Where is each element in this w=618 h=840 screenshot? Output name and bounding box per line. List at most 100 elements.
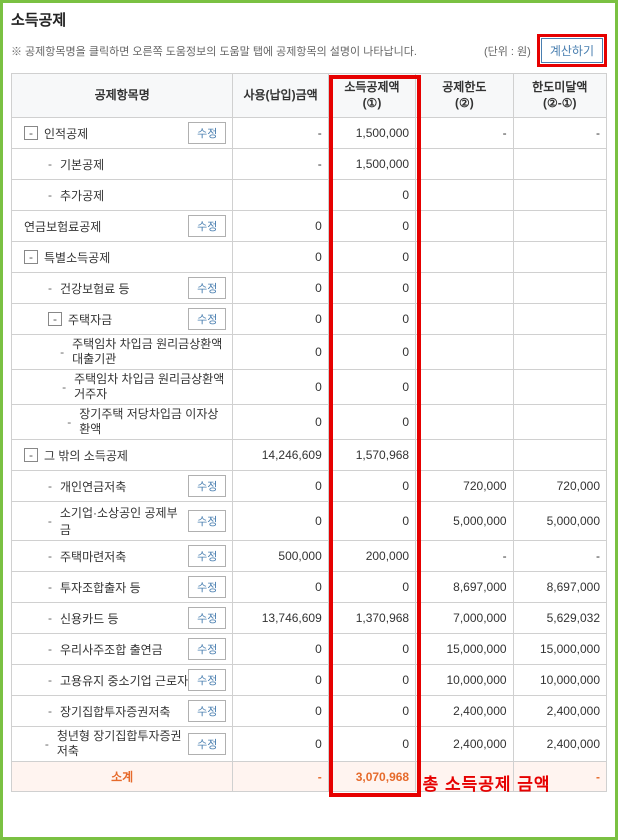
row-label[interactable]: 주택자금: [68, 311, 112, 328]
subtotal-row: 소계-3,070,968-: [12, 762, 607, 792]
edit-button[interactable]: 수정: [188, 510, 226, 532]
cell-limit: [416, 242, 513, 273]
row-label[interactable]: 주택임차 차입금 원리금상환액 대출기관: [72, 337, 226, 367]
table-row: - 장기주택 저당차입금 이자상환액00: [12, 405, 607, 440]
bullet: -: [48, 549, 52, 563]
cell-usage: -: [233, 149, 328, 180]
cell-usage: 0: [233, 304, 328, 335]
row-label[interactable]: 개인연금저축: [60, 478, 126, 495]
cell-short: 10,000,000: [513, 665, 606, 696]
edit-button[interactable]: 수정: [188, 733, 226, 755]
row-label[interactable]: 소기업·소상공인 공제부금: [60, 504, 188, 538]
cell-usage: 0: [233, 727, 328, 762]
deduction-table: 공제항목명 사용(납입)금액 소득공제액 (①) 공제한도 (②) 한도미달액 …: [11, 73, 607, 792]
bullet: -: [48, 157, 52, 171]
row-label[interactable]: 인적공제: [44, 125, 88, 142]
row-label[interactable]: 장기주택 저당차입금 이자상환액: [79, 407, 226, 437]
bullet: -: [48, 188, 52, 202]
expand-button[interactable]: -: [48, 312, 62, 326]
subtotal-usage: -: [233, 762, 328, 792]
cell-deduct: 0: [328, 304, 415, 335]
row-label[interactable]: 투자조합출자 등: [60, 579, 141, 596]
edit-button[interactable]: 수정: [188, 576, 226, 598]
edit-button[interactable]: 수정: [188, 607, 226, 629]
cell-short: -: [513, 118, 606, 149]
table-row: - 소기업·소상공인 공제부금수정005,000,0005,000,000: [12, 502, 607, 541]
cell-limit: [416, 370, 513, 405]
cell-usage: 0: [233, 665, 328, 696]
bullet: -: [62, 380, 66, 394]
cell-deduct: 200,000: [328, 541, 415, 572]
cell-deduct: 0: [328, 471, 415, 502]
bullet: -: [48, 673, 52, 687]
row-label[interactable]: 건강보험료 등: [60, 280, 130, 297]
expand-button[interactable]: -: [24, 126, 38, 140]
table-row: -특별소득공제 00: [12, 242, 607, 273]
cell-usage: 0: [233, 502, 328, 541]
row-label[interactable]: 추가공제: [60, 187, 104, 204]
edit-button[interactable]: 수정: [188, 215, 226, 237]
cell-usage: 0: [233, 370, 328, 405]
edit-button[interactable]: 수정: [188, 545, 226, 567]
edit-button[interactable]: 수정: [188, 122, 226, 144]
subtotal-label: 소계: [12, 762, 233, 792]
cell-deduct: 0: [328, 665, 415, 696]
cell-deduct: 1,500,000: [328, 149, 415, 180]
row-label[interactable]: 연금보험료공제: [24, 218, 101, 235]
expand-button[interactable]: -: [24, 448, 38, 462]
page-subtitle: ※ 공제항목명을 클릭하면 오른쪽 도움정보의 도움말 탭에 공제항목의 설명이…: [11, 43, 417, 59]
table-row: - 투자조합출자 등수정008,697,0008,697,000: [12, 572, 607, 603]
row-label[interactable]: 고용유지 중소기업 근로자: [60, 672, 188, 689]
cell-deduct: 0: [328, 242, 415, 273]
bullet: -: [48, 580, 52, 594]
cell-usage: 0: [233, 405, 328, 440]
expand-button[interactable]: -: [24, 250, 38, 264]
cell-short: [513, 273, 606, 304]
cell-limit: 2,400,000: [416, 727, 513, 762]
row-label[interactable]: 장기집합투자증권저축: [60, 703, 170, 720]
row-label[interactable]: 주택임차 차입금 원리금상환액 거주자: [74, 372, 226, 402]
edit-button[interactable]: 수정: [188, 475, 226, 497]
edit-button[interactable]: 수정: [188, 277, 226, 299]
cell-short: -: [513, 541, 606, 572]
cell-short: [513, 149, 606, 180]
cell-limit: 8,697,000: [416, 572, 513, 603]
edit-button[interactable]: 수정: [188, 700, 226, 722]
th-usage: 사용(납입)금액: [233, 74, 328, 118]
cell-usage: 13,746,609: [233, 603, 328, 634]
row-label[interactable]: 그 밖의 소득공제: [44, 447, 128, 464]
calculate-button[interactable]: 계산하기: [541, 38, 603, 63]
cell-short: [513, 405, 606, 440]
cell-usage: 0: [233, 273, 328, 304]
cell-deduct: 0: [328, 405, 415, 440]
cell-deduct: 0: [328, 502, 415, 541]
row-label[interactable]: 신용카드 등: [60, 610, 119, 627]
cell-limit: 720,000: [416, 471, 513, 502]
cell-deduct: 0: [328, 180, 415, 211]
cell-usage: 0: [233, 242, 328, 273]
cell-short: [513, 335, 606, 370]
edit-button[interactable]: 수정: [188, 308, 226, 330]
cell-limit: [416, 211, 513, 242]
table-row: - 청년형 장기집합투자증권저축수정002,400,0002,400,000: [12, 727, 607, 762]
cell-limit: 10,000,000: [416, 665, 513, 696]
row-label[interactable]: 우리사주조합 출연금: [60, 641, 163, 658]
row-label[interactable]: 기본공제: [60, 156, 104, 173]
cell-short: 720,000: [513, 471, 606, 502]
row-label[interactable]: 청년형 장기집합투자증권저축: [57, 729, 188, 759]
cell-deduct: 0: [328, 696, 415, 727]
row-label[interactable]: 특별소득공제: [44, 249, 110, 266]
unit-label: (단위 : 원): [484, 43, 531, 59]
table-row: - 추가공제 0: [12, 180, 607, 211]
cell-short: 2,400,000: [513, 696, 606, 727]
table-row: - 주택마련저축수정500,000200,000--: [12, 541, 607, 572]
edit-button[interactable]: 수정: [188, 638, 226, 660]
cell-deduct: 1,370,968: [328, 603, 415, 634]
cell-usage: 0: [233, 471, 328, 502]
edit-button[interactable]: 수정: [188, 669, 226, 691]
table-row: - 우리사주조합 출연금수정0015,000,00015,000,000: [12, 634, 607, 665]
table-row: - 신용카드 등수정13,746,6091,370,9687,000,0005,…: [12, 603, 607, 634]
th-limit: 공제한도 (②): [416, 74, 513, 118]
table-row: - 주택임차 차입금 원리금상환액 대출기관00: [12, 335, 607, 370]
row-label[interactable]: 주택마련저축: [60, 548, 126, 565]
